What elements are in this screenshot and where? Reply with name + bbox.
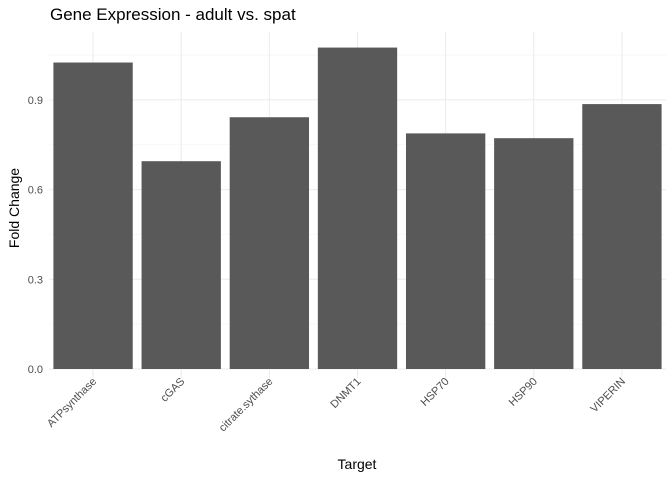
x-tick-label: VIPERIN bbox=[588, 376, 628, 416]
bar-HSP70 bbox=[405, 133, 486, 369]
bar-HSP90 bbox=[494, 138, 574, 369]
y-tick-label: 0.3 bbox=[28, 274, 43, 286]
x-tick-label: HSP70 bbox=[419, 376, 452, 409]
x-tick-label: citrate.sythase bbox=[217, 376, 276, 435]
y-axis-title: Fold Change bbox=[6, 168, 22, 248]
bars bbox=[53, 47, 662, 370]
y-tick-label: 0.6 bbox=[28, 185, 43, 197]
x-tick-label: DNMT1 bbox=[328, 376, 363, 411]
bar-VIPERIN bbox=[582, 104, 662, 369]
x-tick-label: cGAS bbox=[159, 376, 188, 405]
y-axis-ticks: 0.0 0.3 0.6 0.9 bbox=[28, 95, 43, 376]
bar-DNMT1 bbox=[317, 47, 398, 369]
bar-ATPsynthase bbox=[53, 62, 133, 370]
x-axis-ticks: ATPsynthase cGAS citrate.sythase DNMT1 HSP70… bbox=[45, 376, 628, 435]
y-tick-label: 0.0 bbox=[28, 364, 43, 376]
bar-cGAS bbox=[141, 161, 221, 369]
y-tick-label: 0.9 bbox=[28, 95, 43, 107]
x-axis-title: Target bbox=[338, 456, 377, 472]
x-tick-label: HSP90 bbox=[507, 376, 540, 409]
chart-title: Gene Expression - adult vs. spat bbox=[50, 5, 296, 24]
bar-citrate.sythase bbox=[229, 117, 310, 369]
x-tick-label: ATPsynthase bbox=[45, 376, 99, 430]
